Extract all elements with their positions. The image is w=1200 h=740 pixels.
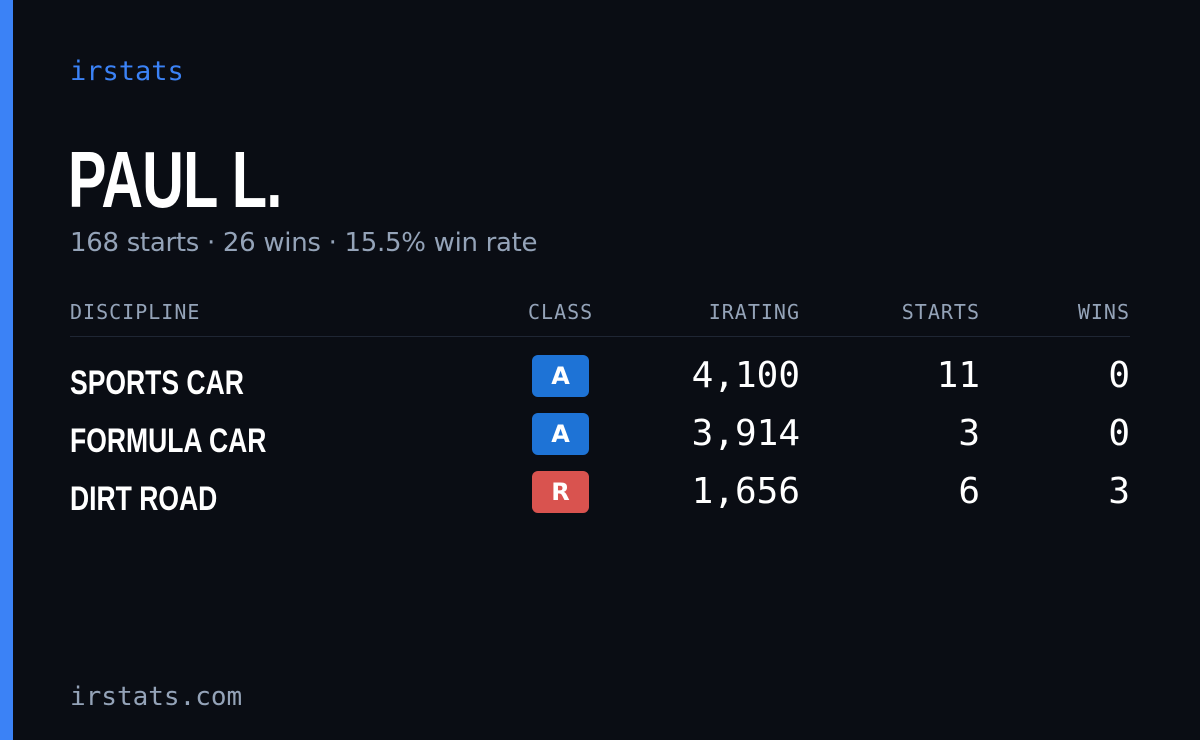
class-badge: R: [532, 471, 589, 513]
starts-value: 6: [958, 471, 980, 512]
column-header-discipline: DISCIPLINE: [70, 300, 201, 324]
class-badge: A: [532, 413, 589, 455]
discipline-name: SPORTS CAR: [70, 364, 244, 402]
driver-summary: 168 starts · 26 wins · 15.5% win rate: [70, 228, 538, 258]
footer-url-link[interactable]: irstats.com: [70, 682, 243, 712]
class-badge: A: [532, 355, 589, 397]
column-header-starts: STARTS: [901, 300, 980, 324]
irating-value: 4,100: [691, 355, 800, 396]
starts-value: 3: [958, 413, 980, 454]
table-row: DIRT ROAD R 1,656 6 3: [70, 469, 1130, 527]
table-header: DISCIPLINE CLASS IRATING STARTS WINS: [70, 296, 1130, 337]
brand-logo-text[interactable]: irstats: [70, 56, 184, 87]
wins-value: 3: [1108, 471, 1130, 512]
starts-value: 11: [936, 355, 980, 396]
table-body: SPORTS CAR A 4,100 11 0 FORMULA CAR A 3,…: [70, 353, 1130, 527]
column-header-wins: WINS: [1077, 300, 1130, 324]
table-row: FORMULA CAR A 3,914 3 0: [70, 411, 1130, 469]
column-header-irating: IRATING: [708, 300, 800, 324]
column-header-class: CLASS: [528, 300, 594, 324]
irating-value: 1,656: [691, 471, 800, 512]
discipline-name: DIRT ROAD: [70, 480, 218, 518]
wins-value: 0: [1108, 355, 1130, 396]
discipline-name: FORMULA CAR: [70, 422, 267, 460]
driver-name: PAUL L.: [68, 135, 282, 224]
discipline-table: DISCIPLINE CLASS IRATING STARTS WINS SPO…: [70, 296, 1130, 527]
table-row: SPORTS CAR A 4,100 11 0: [70, 353, 1130, 411]
accent-bar: [0, 0, 13, 740]
irating-value: 3,914: [691, 413, 800, 454]
wins-value: 0: [1108, 413, 1130, 454]
